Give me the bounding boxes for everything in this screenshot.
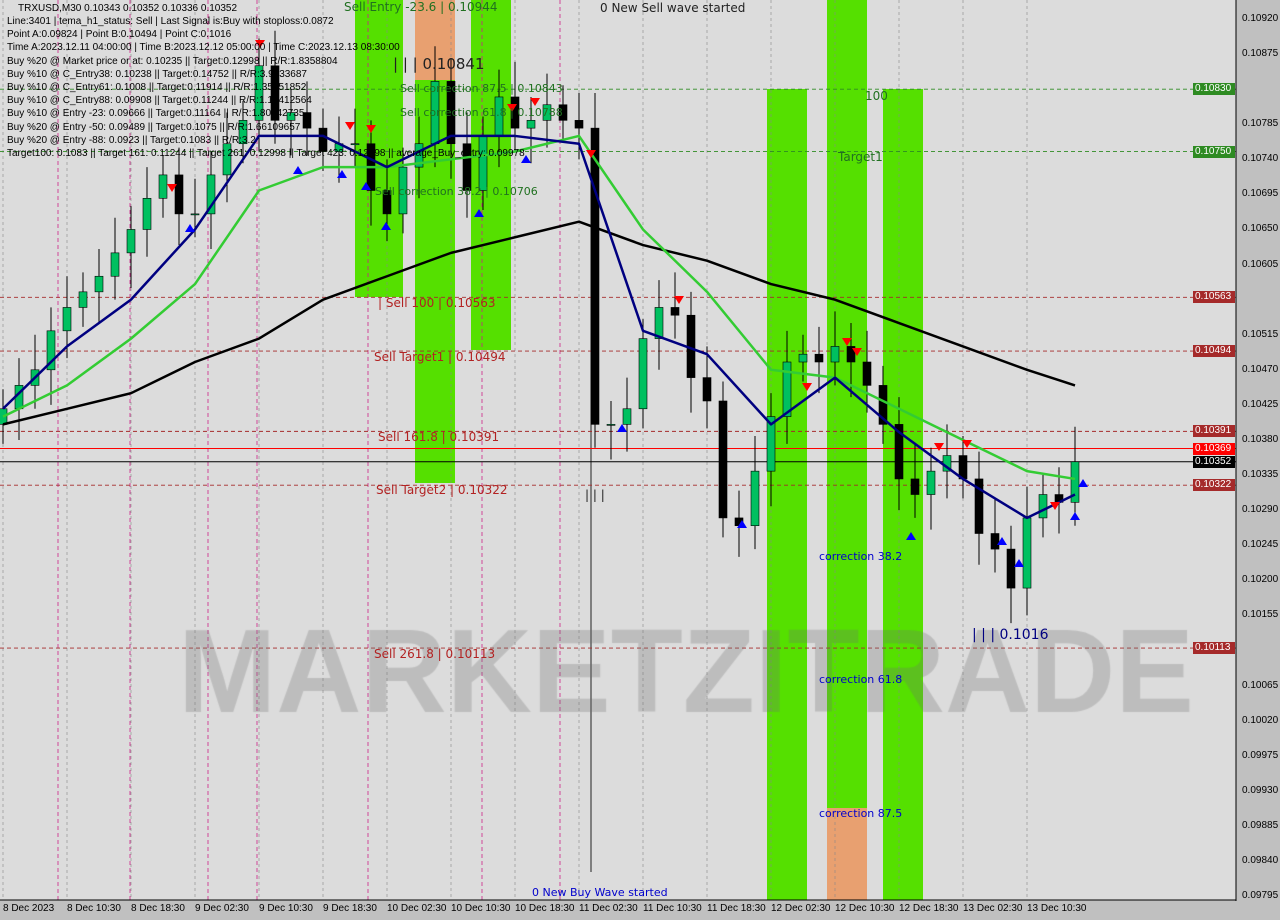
y-tick-label: 0.09885 — [1242, 819, 1279, 831]
price-tag: 0.10563 — [1193, 291, 1235, 304]
y-tick-label: 0.10335 — [1242, 469, 1279, 481]
price-tag: 0.10750 — [1193, 145, 1235, 158]
x-tick-label: 9 Dec 02:30 — [195, 903, 249, 914]
y-tick-label: 0.10785 — [1242, 118, 1279, 130]
x-tick-label: 12 Dec 10:30 — [835, 903, 895, 914]
price-tag: 0.10322 — [1193, 479, 1235, 492]
price-tag: 0.10830 — [1193, 83, 1235, 96]
y-tick-label: 0.10155 — [1242, 609, 1279, 621]
correction-61-label: correction 61.8 — [819, 673, 903, 686]
y-tick-label: 0.10200 — [1242, 574, 1279, 586]
y-tick-label: 0.10425 — [1242, 398, 1279, 410]
sell-100-label: | Sell 100 | 0.10563 — [378, 296, 496, 310]
info-line: Buy %10 @ Entry -23: 0.09666 || Target:0… — [7, 108, 305, 120]
x-tick-label: 10 Dec 18:30 — [515, 903, 575, 914]
price-tag: 0.10113 — [1193, 642, 1235, 655]
price-tag: 0.10494 — [1193, 345, 1235, 358]
info-line: Line:3401 | tema_h1_status: Sell | Last … — [7, 16, 334, 27]
info-line: Buy %20 @ Market price or at: 0.10235 ||… — [7, 55, 338, 67]
watermark-logo — [0, 0, 1236, 900]
y-tick-label: 0.10515 — [1242, 328, 1279, 340]
info-line: Target100: 0.1083 || Target 161: 0.11244… — [7, 148, 525, 159]
point-a-label: | | | — [585, 488, 605, 502]
y-tick-label: 0.10875 — [1242, 48, 1279, 60]
y-tick-label: 0.10920 — [1242, 13, 1279, 24]
point-c-label: | | | 0.1016 — [972, 627, 1049, 643]
correction-38-label: correction 38.2 — [819, 550, 903, 563]
x-tick-label: 13 Dec 02:30 — [963, 903, 1023, 914]
info-line: Buy %20 @ Entry -50: 0.09489 || Target:0… — [7, 121, 301, 133]
x-tick-label: 8 Dec 2023 — [3, 903, 55, 914]
x-tick-label: 12 Dec 02:30 — [771, 903, 831, 914]
buy-target1-label: Target1 — [838, 150, 883, 164]
sell-161-label: Sell 161.8 | 0.10391 — [378, 430, 500, 444]
buy-100-label: 100 — [865, 89, 888, 103]
y-tick-label: 0.10290 — [1242, 504, 1279, 516]
y-tick-label: 0.10065 — [1242, 679, 1279, 691]
x-tick-label: 13 Dec 10:30 — [1027, 903, 1087, 914]
x-tick-label: 10 Dec 10:30 — [451, 903, 511, 914]
sell-correction-87-label: Sell correction 87.5 | 0.10843 — [400, 82, 563, 95]
x-tick-label: 8 Dec 10:30 — [67, 903, 121, 914]
y-tick-label: 0.10740 — [1242, 153, 1279, 165]
y-tick-label: 0.09930 — [1242, 784, 1279, 796]
price-tag: 0.10391 — [1193, 425, 1235, 438]
y-tick-label: 0.10470 — [1242, 363, 1279, 375]
sell-261-label: Sell 261.8 | 0.10113 — [374, 647, 496, 661]
info-line: Buy %10 @ C_Entry38: 0.10238 || Target:0… — [7, 68, 307, 80]
price-tag: 0.10369 — [1193, 442, 1235, 455]
y-tick-label: 0.10695 — [1242, 188, 1279, 200]
x-tick-label: 8 Dec 18:30 — [131, 903, 185, 914]
x-tick-label: 11 Dec 18:30 — [707, 903, 766, 914]
x-tick-label: 9 Dec 18:30 — [323, 903, 377, 914]
x-tick-label: 11 Dec 02:30 — [579, 903, 638, 914]
sell-wave-signal: 0 New Sell wave started — [600, 1, 746, 15]
symbol-ohlc: TRXUSD,M30 0.10343 0.10352 0.10336 0.103… — [18, 3, 238, 14]
y-tick-label: 0.10245 — [1242, 539, 1279, 551]
y-tick-label: 0.10605 — [1242, 258, 1279, 270]
sell-entry-label: Sell Entry -23.6 | 0.10944 — [344, 0, 498, 14]
info-line: Buy %10 @ C_Entry61: 0.1008 || Target:0.… — [7, 82, 307, 93]
x-tick-label: 10 Dec 02:30 — [387, 903, 447, 914]
sell-target1-label: Sell Target1 | 0.10494 — [374, 350, 506, 364]
x-tick-label: 9 Dec 10:30 — [259, 903, 313, 914]
correction-87-label: correction 87.5 — [819, 807, 903, 820]
sell-correction-61-label: Sell correction 61.8 | 0.10788 — [400, 106, 563, 119]
y-tick-label: 0.10020 — [1242, 714, 1279, 726]
sell-correction-38-label: Sell correction 38.2 | 0.10706 — [375, 185, 538, 198]
y-tick-label: 0.09975 — [1242, 749, 1279, 761]
info-line: Buy %20 @ Entry -88: 0.0923 || Target:0.… — [7, 134, 256, 146]
new-buy-wave-label: 0 New Buy Wave started — [532, 886, 668, 899]
x-tick-label: 11 Dec 10:30 — [643, 903, 702, 914]
x-tick-label: 12 Dec 18:30 — [899, 903, 959, 914]
info-line: Point A:0.09824 | Point B:0.10494 | Poin… — [7, 29, 232, 41]
sell-target2-label: Sell Target2 | 0.10322 — [376, 483, 508, 497]
point-b-label: | | | 0.10841 — [393, 55, 485, 73]
y-tick-label: 0.10650 — [1242, 223, 1279, 235]
y-tick-label: 0.09795 — [1242, 890, 1279, 901]
info-line: Buy %10 @ C_Entry88: 0.09908 || Target:0… — [7, 95, 312, 107]
info-line: Time A:2023.12.11 04:00:00 | Time B:2023… — [7, 42, 400, 54]
y-tick-label: 0.09840 — [1242, 854, 1279, 866]
y-tick-label: 0.10380 — [1242, 433, 1279, 445]
price-tag: 0.10352 — [1193, 455, 1235, 468]
